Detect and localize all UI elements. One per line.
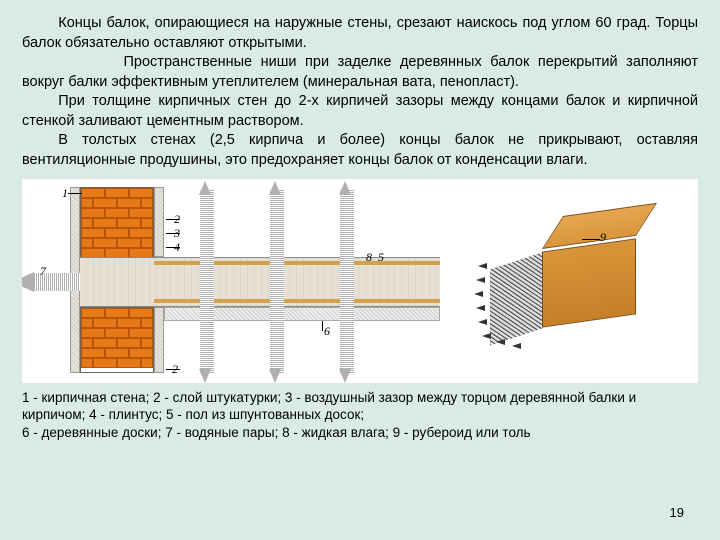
floor-bottom <box>154 299 440 303</box>
brick-wall-upper <box>80 187 154 257</box>
caption-line-2: 6 - деревянные доски; 7 - водяные пары; … <box>22 425 531 440</box>
vapor-arrow-2 <box>270 189 284 373</box>
label-6: 6 <box>324 323 330 339</box>
paragraph-4: В толстых стенах (2,5 кирпича и более) к… <box>22 131 698 170</box>
caption-line-1: 1 - кирпичная стена; 2 - слой штукатурки… <box>22 390 636 423</box>
figure-diagram: 1 2 3 4 5 8 6 7 2 9 <box>22 179 698 383</box>
label-7: 7 <box>40 263 46 279</box>
beam-3d <box>490 233 650 353</box>
page-number: 19 <box>670 504 684 522</box>
label-9: 9 <box>600 229 606 245</box>
figure-caption: 1 - кирпичная стена; 2 - слой штукатурки… <box>22 389 698 442</box>
paragraph-1: Концы балок, опирающиеся на наружные сте… <box>22 14 698 53</box>
label-5: 5 <box>378 249 384 265</box>
floor-top <box>154 261 440 265</box>
stucco-lower <box>154 307 164 373</box>
paragraph-2: Пространственные ниши при заделке деревя… <box>22 53 698 92</box>
label-8: 8 <box>366 249 372 265</box>
stucco-upper <box>154 187 164 257</box>
vapor-arrow-3 <box>340 189 354 373</box>
paragraph-3: При толщине кирпичных стен до 2-х кирпич… <box>22 92 698 131</box>
vapor-arrow-1 <box>200 189 214 373</box>
brick-wall-lower <box>80 307 154 373</box>
arrow-out-head <box>22 272 34 292</box>
